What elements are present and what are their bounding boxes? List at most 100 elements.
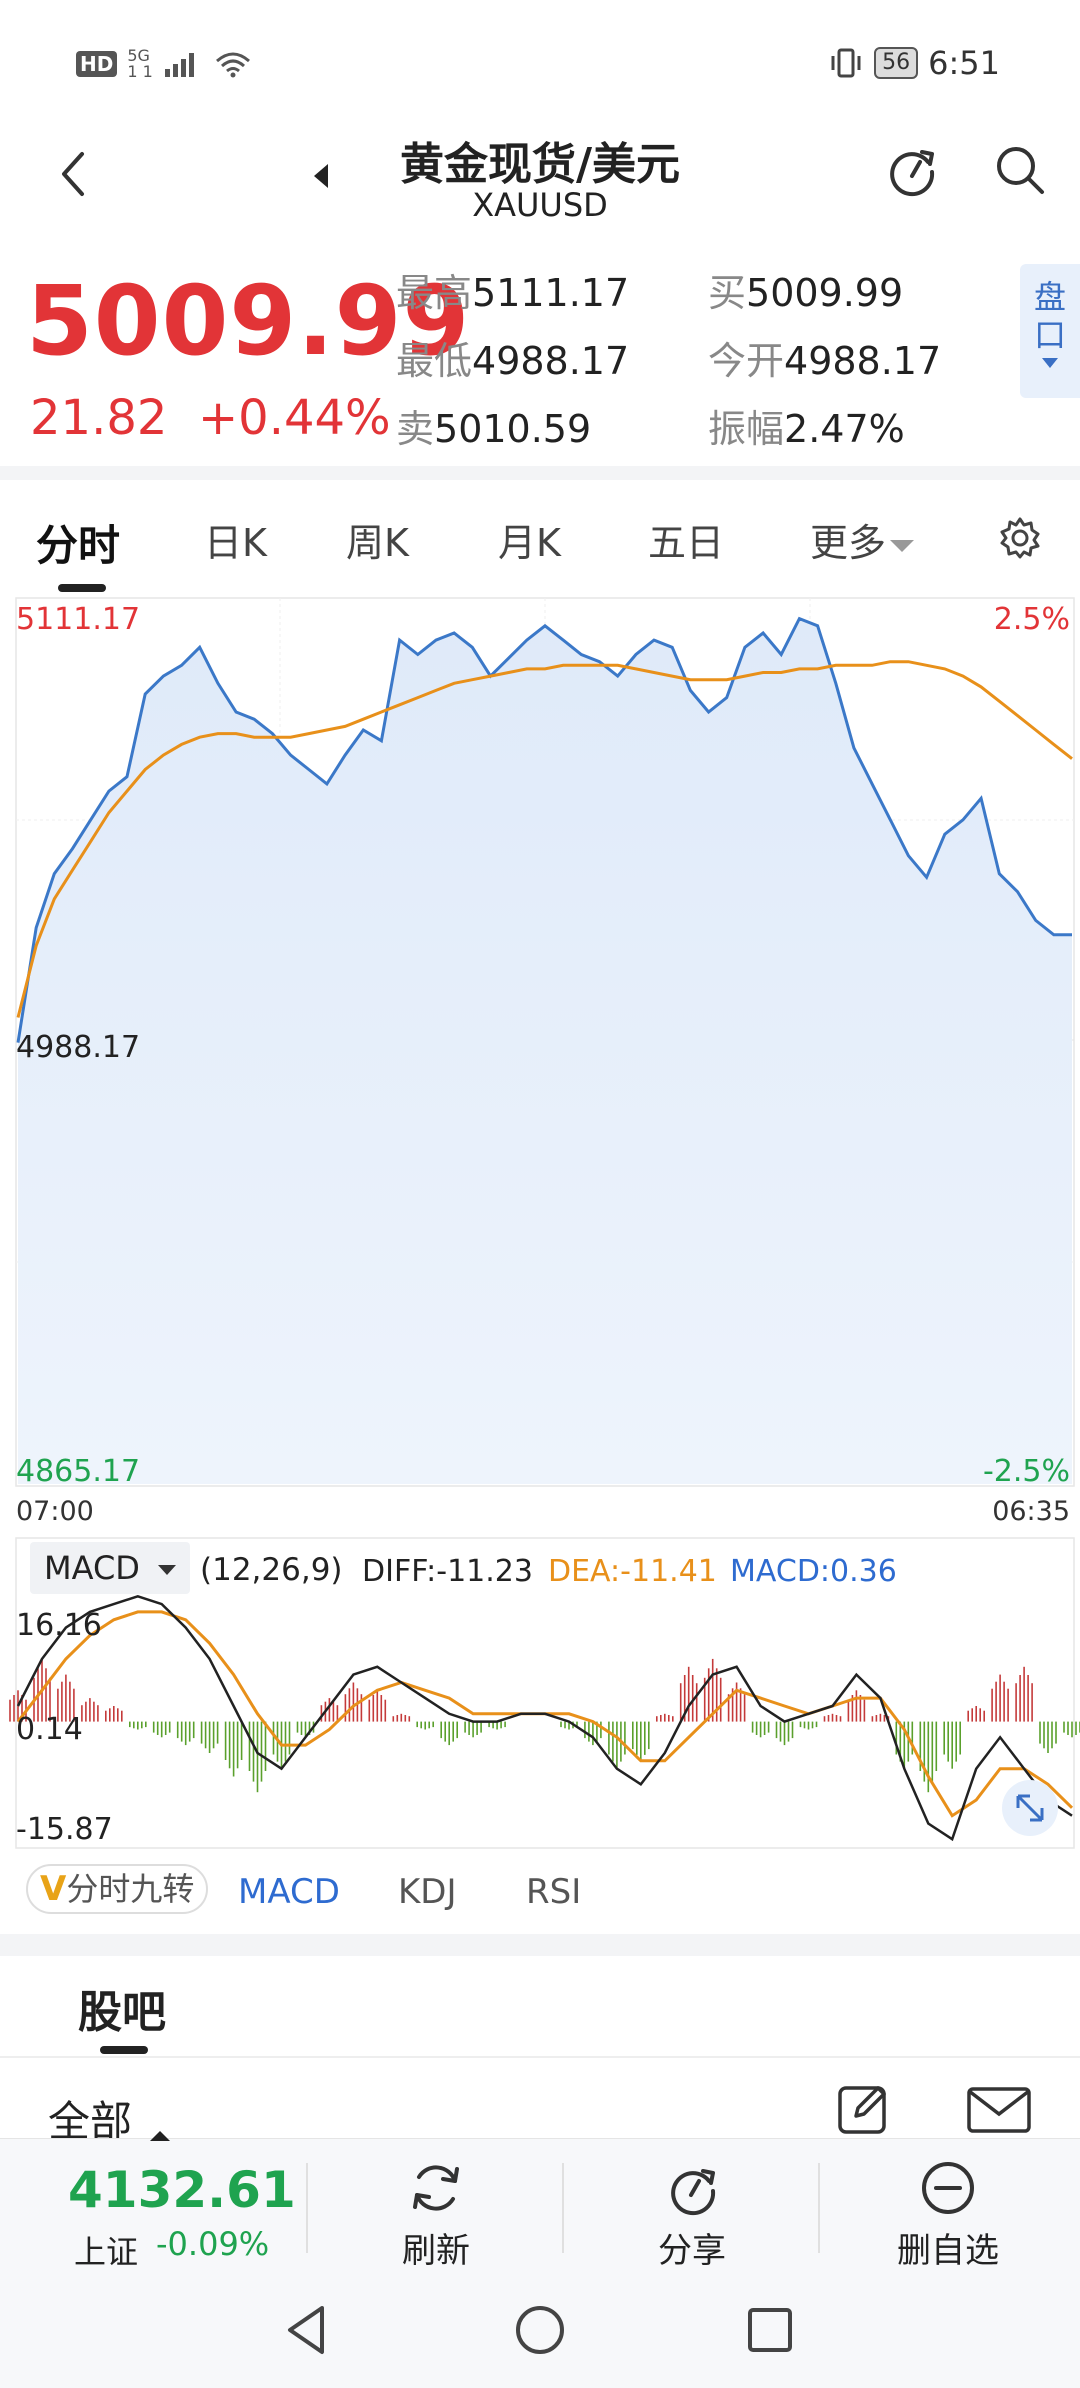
average-line <box>16 660 1073 1018</box>
macd-axis-mid: 0.14 <box>16 1712 83 1747</box>
high-quote: 最高5111.17 <box>396 262 629 317</box>
diff-line <box>16 1594 1073 1842</box>
low-label: 最低 <box>396 339 473 383</box>
y-axis-top: 5111.17 <box>16 602 141 637</box>
chevron-down-icon <box>890 539 915 552</box>
amplitude-label: 振幅 <box>708 407 785 451</box>
high-value: 5111.17 <box>472 271 630 315</box>
macd-selector-label: MACD <box>44 1549 140 1587</box>
clock: 6:51 <box>928 44 1000 82</box>
last-price: 5009.99 <box>26 265 471 377</box>
share-button[interactable]: 分享 <box>622 2159 762 2272</box>
wifi-icon <box>215 52 250 78</box>
v-icon: V <box>40 1869 67 1909</box>
status-bar: HD 5G 1 1 56 6:51 <box>0 0 1080 120</box>
price-change: 21.82 +0.44% <box>30 390 391 446</box>
tab-more[interactable]: 更多 <box>810 512 915 567</box>
buy-label: 买 <box>708 271 747 315</box>
bottom-toolbar: 4132.61 上证 -0.09% 刷新 分享 删自选 <box>0 2131 1080 2278</box>
pankou-label: 盘口 <box>1033 278 1066 354</box>
amplitude-quote: 振幅2.47% <box>708 398 905 453</box>
share-label: 分享 <box>658 2231 726 2271</box>
time-start: 07:00 <box>16 1496 94 1527</box>
tab-monthly-k[interactable]: 月K <box>498 521 561 565</box>
nav-home-icon[interactable] <box>514 2304 566 2356</box>
jiuzhuan-label: 分时九转 <box>66 1870 195 1908</box>
chevron-up-icon[interactable] <box>150 2131 170 2141</box>
time-end: 06:35 <box>992 1496 1070 1527</box>
divider <box>0 2056 1080 2058</box>
sell-value: 5010.59 <box>434 407 592 451</box>
index-value[interactable]: 4132.61 <box>68 2161 296 2219</box>
minus-circle-icon <box>922 2162 974 2214</box>
status-right: 56 6:51 <box>828 44 1000 82</box>
tab-more-label: 更多 <box>810 521 887 565</box>
active-tab-indicator <box>58 584 106 592</box>
refresh-icon <box>413 2165 459 2211</box>
low-quote: 最低4988.17 <box>396 330 629 385</box>
search-icon[interactable] <box>992 142 1048 198</box>
section-divider <box>0 466 1080 480</box>
macd-params: (12,26,9) <box>200 1552 343 1588</box>
active-tab-indicator <box>100 2046 148 2054</box>
tab-macd[interactable]: MACD <box>238 1872 340 1912</box>
macd-histogram <box>9 1658 1080 1793</box>
open-label: 今开 <box>708 339 785 383</box>
dea-value: DEA:-11.41 <box>548 1554 717 1589</box>
divider <box>818 2163 820 2253</box>
nav-recents-icon[interactable] <box>746 2306 794 2354</box>
price-area-fill <box>18 618 1072 1484</box>
tab-rsi[interactable]: RSI <box>526 1872 582 1912</box>
high-label: 最高 <box>396 271 473 315</box>
pct-axis-top: 2.5% <box>993 602 1070 637</box>
gear-icon[interactable] <box>998 516 1042 560</box>
remove-watchlist-label: 删自选 <box>897 2231 999 2271</box>
prev-instrument-icon[interactable] <box>306 156 336 196</box>
macd-axis-bottom: -15.87 <box>16 1812 113 1847</box>
open-value: 4988.17 <box>784 339 942 383</box>
nav-back-icon[interactable] <box>282 2302 332 2358</box>
vibrate-icon <box>831 48 861 78</box>
instrument-code: XAUUSD <box>472 186 608 224</box>
edit-icon[interactable] <box>836 2080 892 2136</box>
sell-quote: 卖5010.59 <box>396 398 591 453</box>
price-chart[interactable] <box>0 590 1080 1858</box>
share-icon <box>671 2169 716 2216</box>
chevron-down-icon <box>158 1565 177 1575</box>
y-axis-mid: 4988.17 <box>16 1030 141 1065</box>
expand-icon <box>1016 1794 1044 1822</box>
indicator-tabs: V分时九转 MACD KDJ RSI <box>0 1858 1080 1928</box>
macd-frame <box>15 1537 1075 1849</box>
battery-icon: 56 <box>874 47 919 79</box>
filter-all[interactable]: 全部 <box>48 2097 133 2146</box>
macd-axis-top: 16.16 <box>16 1608 102 1643</box>
change-amount: 21.82 <box>30 390 168 446</box>
pct-axis-bottom: -2.5% <box>982 1454 1070 1489</box>
buy-quote: 买5009.99 <box>708 262 903 317</box>
macd-selector[interactable]: MACD <box>30 1542 191 1594</box>
sell-label: 卖 <box>396 407 435 451</box>
refresh-label: 刷新 <box>402 2231 470 2271</box>
jiuzhuan-button[interactable]: V分时九转 <box>26 1864 209 1914</box>
pankou-button[interactable]: 盘口 <box>1020 264 1080 398</box>
tab-weekly-k[interactable]: 周K <box>346 521 409 565</box>
refresh-button[interactable]: 刷新 <box>366 2159 506 2272</box>
remove-watchlist-button[interactable]: 删自选 <box>878 2159 1018 2272</box>
period-tabs: 分时 日K 周K 月K 五日 更多 <box>0 500 1080 592</box>
network-label: 5G 1 1 <box>127 48 152 80</box>
guba-tab[interactable]: 股吧 <box>78 1987 166 2038</box>
mail-icon[interactable] <box>966 2086 1032 2134</box>
change-percent: +0.44% <box>197 390 391 446</box>
macd-value: MACD:0.36 <box>730 1554 897 1589</box>
tab-intraday[interactable]: 分时 <box>36 521 121 570</box>
tab-kdj[interactable]: KDJ <box>398 1872 457 1912</box>
network-sub: 1 1 <box>127 62 153 81</box>
index-name: 上证 <box>74 2233 139 2271</box>
chevron-down-icon <box>1042 358 1058 368</box>
tab-five-day[interactable]: 五日 <box>648 521 725 565</box>
divider <box>306 2163 308 2253</box>
refresh-icon[interactable] <box>882 140 942 200</box>
low-value: 4988.17 <box>472 339 630 383</box>
back-arrow-icon[interactable] <box>54 144 94 204</box>
tab-daily-k[interactable]: 日K <box>204 521 267 565</box>
